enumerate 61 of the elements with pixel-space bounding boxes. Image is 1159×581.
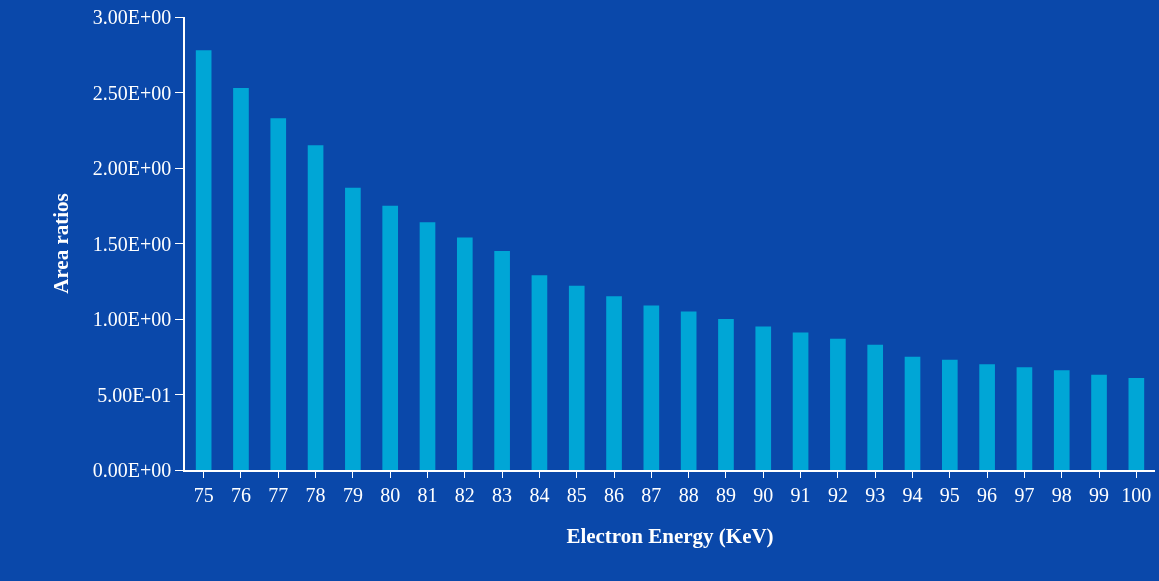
y-tick-label: 2.00E+00 bbox=[92, 157, 172, 179]
bar bbox=[195, 50, 212, 470]
bar bbox=[867, 344, 884, 470]
bar bbox=[830, 338, 846, 470]
y-tick-label: 2.50E+00 bbox=[92, 81, 172, 104]
x-tick-label: 86 bbox=[604, 483, 625, 506]
bar bbox=[1016, 367, 1033, 470]
bar bbox=[1091, 374, 1107, 470]
y-tick-label: 1.50E+00 bbox=[92, 232, 172, 255]
bar bbox=[718, 319, 734, 470]
y-tick-label: 0.00E+00 bbox=[92, 459, 172, 481]
bar bbox=[568, 285, 585, 470]
bar bbox=[904, 356, 921, 470]
x-tick-label: 75 bbox=[193, 483, 214, 506]
bar bbox=[233, 87, 249, 470]
x-tick-label: 100 bbox=[1121, 483, 1152, 506]
x-tick-label: 81 bbox=[417, 483, 438, 506]
x-tick-label: 93 bbox=[865, 483, 886, 506]
x-tick-label: 87 bbox=[641, 483, 662, 506]
x-tick-label: 88 bbox=[678, 483, 699, 506]
bar bbox=[270, 118, 287, 470]
x-tick-label: 83 bbox=[492, 483, 513, 506]
bar bbox=[680, 311, 697, 470]
y-tick-label: 1.00E+00 bbox=[92, 308, 172, 330]
x-tick-label: 78 bbox=[305, 483, 326, 506]
x-tick-label: 82 bbox=[454, 483, 475, 506]
x-tick-label: 84 bbox=[529, 483, 550, 506]
x-tick-label: 77 bbox=[268, 483, 289, 506]
bar bbox=[606, 296, 622, 470]
y-axis-title: Area ratios bbox=[49, 193, 74, 294]
y-tick-label: 3.00E+00 bbox=[92, 6, 172, 28]
bar bbox=[307, 145, 324, 470]
bar bbox=[755, 326, 772, 470]
bar bbox=[643, 305, 660, 470]
bar bbox=[941, 359, 958, 470]
bar bbox=[531, 275, 548, 470]
x-tick-label: 96 bbox=[977, 483, 998, 506]
bar bbox=[382, 205, 399, 470]
bar bbox=[792, 332, 809, 470]
x-tick-label: 89 bbox=[715, 483, 736, 506]
bar bbox=[456, 237, 473, 470]
x-tick-label: 99 bbox=[1089, 483, 1110, 506]
x-tick-label: 90 bbox=[753, 483, 774, 506]
x-tick-label: 95 bbox=[939, 483, 960, 506]
x-tick-label: 76 bbox=[230, 483, 251, 506]
bar bbox=[345, 187, 361, 470]
x-tick-label: 91 bbox=[790, 483, 811, 506]
bar bbox=[494, 251, 510, 470]
x-tick-label: 80 bbox=[380, 483, 401, 506]
x-tick-label: 97 bbox=[1014, 483, 1035, 506]
x-tick-label: 92 bbox=[827, 483, 848, 506]
x-tick-label: 79 bbox=[342, 483, 363, 506]
x-tick-label: 98 bbox=[1051, 483, 1072, 506]
x-tick-label: 85 bbox=[566, 483, 587, 506]
bar bbox=[979, 364, 995, 470]
bar bbox=[1053, 370, 1070, 470]
bar bbox=[1128, 377, 1145, 470]
x-axis-title: Electron Energy (KeV) bbox=[566, 524, 774, 549]
x-tick-label: 94 bbox=[902, 483, 923, 506]
bar bbox=[419, 222, 436, 470]
y-tick-label: 5.00E-01 bbox=[97, 383, 172, 406]
